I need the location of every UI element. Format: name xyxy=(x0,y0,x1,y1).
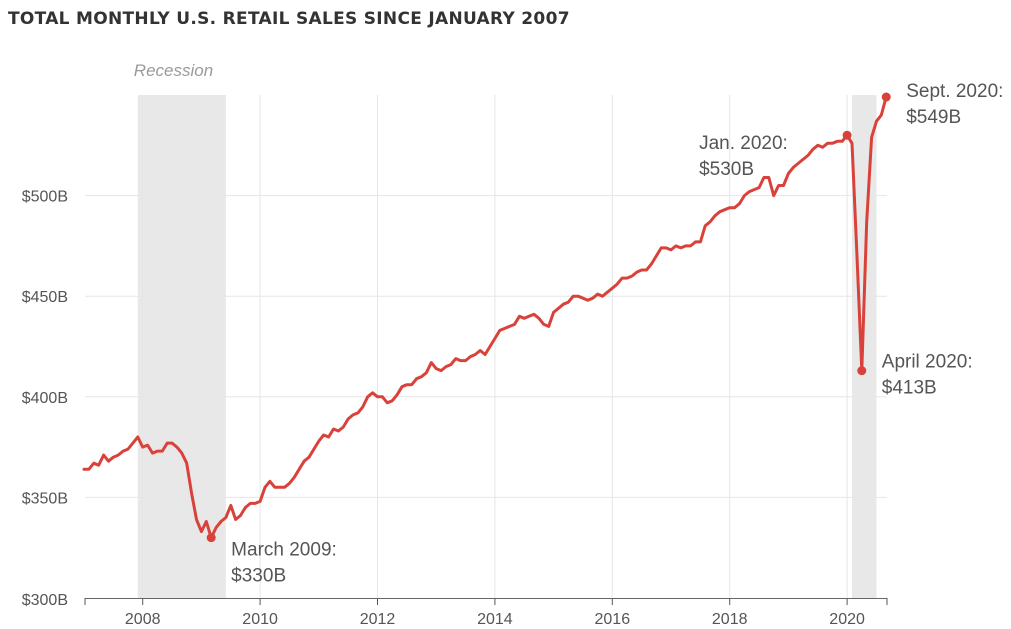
recession-label: Recession xyxy=(134,61,213,80)
x-tick-label: 2018 xyxy=(712,611,748,628)
recession-band-0 xyxy=(137,95,226,598)
annotation-label-value: $413B xyxy=(882,378,937,399)
y-tick-label: $400B xyxy=(22,390,68,407)
y-tick-label: $450B xyxy=(22,289,68,306)
annotation-point xyxy=(857,366,867,376)
annotation-label-date: Sept. 2020: xyxy=(906,81,1003,102)
annotation-label-date: March 2009: xyxy=(231,540,337,561)
chart-title: TOTAL MONTHLY U.S. RETAIL SALES SINCE JA… xyxy=(8,9,570,29)
retail-sales-line xyxy=(82,95,888,540)
y-tick-label: $350B xyxy=(22,490,68,507)
annotation-point xyxy=(881,92,891,102)
x-tick-label: 2014 xyxy=(477,611,513,628)
x-tick-label: 2008 xyxy=(125,611,161,628)
y-tick-label: $500B xyxy=(22,189,68,206)
annotation-label-value: $330B xyxy=(231,566,286,587)
annotation-label-value: $530B xyxy=(699,159,754,180)
annotation-point xyxy=(206,533,216,543)
x-tick-label: 2016 xyxy=(595,611,631,628)
x-tick-label: 2012 xyxy=(360,611,396,628)
annotation-label-date: April 2020: xyxy=(882,352,973,373)
recession-band-1 xyxy=(851,95,877,598)
annotation-point xyxy=(842,130,852,140)
y-tick-label: $300B xyxy=(22,592,68,609)
x-tick-label: 2020 xyxy=(829,611,865,628)
annotation-label-date: Jan. 2020: xyxy=(699,133,788,154)
annotation-label-value: $549B xyxy=(906,107,961,128)
x-tick-label: 2010 xyxy=(242,611,278,628)
